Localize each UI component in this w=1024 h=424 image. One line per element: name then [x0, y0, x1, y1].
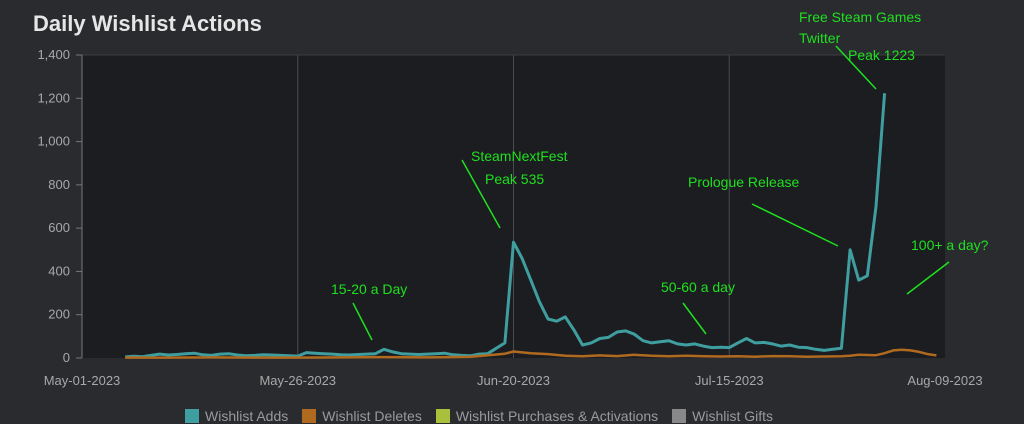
legend-swatch-gifts — [672, 409, 687, 423]
y-tick-label: 1,200 — [37, 90, 70, 105]
annotation-pointer — [906, 261, 950, 295]
y-tick-label: 1,400 — [37, 47, 70, 62]
legend-label: Wishlist Purchases & Activations — [455, 408, 659, 424]
legend-swatch-adds — [185, 409, 199, 423]
annotation-pointer — [682, 302, 707, 335]
legend-label: Wishlist Gifts — [692, 408, 774, 424]
legend-swatch-purchases — [435, 409, 450, 423]
x-tick-label: May-01-2023 — [44, 373, 121, 388]
chart-legend: Wishlist Adds Wishlist Deletes Wishlist … — [185, 408, 773, 424]
chart-title: Daily Wishlist Actions — [33, 11, 262, 36]
annotation-text: Peak 1223 — [848, 47, 915, 63]
annotation-text: Twitter — [799, 30, 841, 46]
x-tick-label: Jul-15-2023 — [695, 373, 764, 388]
y-tick-label: 0 — [63, 350, 70, 365]
annotation-text: 50-60 a day — [661, 279, 735, 295]
legend-item-purchases[interactable]: Wishlist Purchases & Activations — [435, 408, 659, 424]
series-line-deletes — [125, 348, 937, 359]
y-tick-label: 200 — [48, 307, 70, 322]
legend-label: Wishlist Adds — [205, 408, 289, 424]
legend-swatch-deletes — [302, 409, 317, 423]
annotation-pointer — [751, 203, 839, 247]
x-tick-label: May-26-2023 — [259, 373, 336, 388]
legend-item-adds[interactable]: Wishlist Adds — [185, 408, 288, 424]
annotation-text: Peak 535 — [485, 171, 544, 187]
annotation-text: 100+ a day? — [911, 237, 989, 253]
y-tick-label: 400 — [48, 263, 70, 278]
x-tick-label: Aug-09-2023 — [907, 373, 982, 388]
annotation-text: Prologue Release — [688, 174, 800, 190]
legend-label: Wishlist Deletes — [322, 408, 422, 424]
legend-item-deletes[interactable]: Wishlist Deletes — [302, 408, 422, 424]
y-tick-label: 1,000 — [37, 134, 70, 149]
annotation-text: SteamNextFest — [471, 148, 568, 164]
annotation-text: 15-20 a Day — [331, 281, 407, 297]
legend-item-gifts[interactable]: Wishlist Gifts — [672, 408, 773, 424]
x-tick-label: Jun-20-2023 — [477, 373, 550, 388]
annotation-pointer — [352, 302, 373, 341]
annotation-pointer — [835, 45, 877, 90]
series-line-adds — [125, 93, 887, 359]
y-tick-label: 800 — [48, 177, 70, 192]
y-tick-label: 600 — [48, 220, 70, 235]
annotation-pointer — [461, 159, 501, 229]
annotation-text: Free Steam Games — [799, 9, 921, 25]
